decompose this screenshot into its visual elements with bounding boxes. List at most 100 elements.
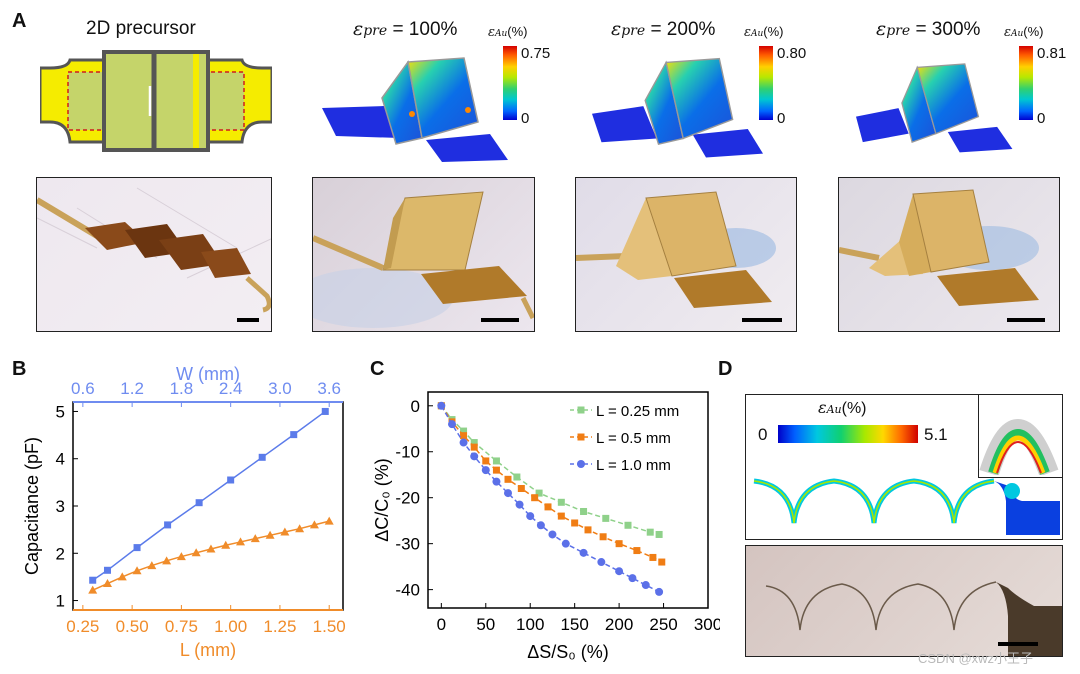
sim1-colorbar-max: 0.75 xyxy=(521,45,551,62)
series-L-point xyxy=(309,520,319,529)
series-0-point xyxy=(460,427,468,435)
sim3-colorbar xyxy=(1019,46,1033,120)
series-L-point xyxy=(147,561,157,570)
sim2-colorbar xyxy=(759,46,773,120)
sim3-colorbar-max: 0.81 xyxy=(1037,45,1067,62)
series-L-point xyxy=(162,556,172,565)
series-2-point xyxy=(504,489,512,498)
legend-label: L = 1.0 mm xyxy=(596,457,671,474)
series-2-point xyxy=(448,420,456,429)
sim1-structure xyxy=(322,57,508,162)
panel-b-letter: B xyxy=(12,358,27,380)
series-W-point xyxy=(103,566,111,574)
sim-d-frame: εAu(%) 0 5.1 xyxy=(745,394,1063,540)
series-1-point xyxy=(482,457,490,465)
series-1-point xyxy=(492,466,500,474)
photo-300 xyxy=(838,177,1060,332)
x-tick-label: 0 xyxy=(437,615,446,634)
series-1-point xyxy=(615,540,623,548)
series-W-point xyxy=(227,476,235,484)
series-0-point xyxy=(470,439,478,447)
chart-c: 0 -10 -20 -30 -40 0 50 100 150 200 250 300 ΔS/S₀ (%)… xyxy=(372,391,720,662)
series-L-point xyxy=(324,516,334,525)
x-tick-label: 0.50 xyxy=(116,617,149,636)
series-1-point xyxy=(557,512,565,520)
x-tick-label: 0.75 xyxy=(165,617,198,636)
x-tick-label: 150 xyxy=(560,615,588,634)
x2-tick-label: 3.6 xyxy=(317,379,341,398)
y-axis-label: ΔC/C₀ (%) xyxy=(372,458,392,542)
series-W-point xyxy=(133,544,141,552)
y-tick-label: 0 xyxy=(411,397,420,416)
series-1-point xyxy=(460,432,468,440)
series-0-point xyxy=(535,489,543,497)
x-tick-label: 50 xyxy=(476,615,495,634)
series-2-point xyxy=(579,548,588,557)
photo-100 xyxy=(312,177,535,332)
series-2-point xyxy=(628,574,637,583)
sim3-colorbar-min: 0 xyxy=(1037,110,1046,127)
series-0-point xyxy=(655,530,663,538)
series-W-point xyxy=(164,521,172,529)
chart-b: 1 2 3 4 5 0.25 0.50 0.75 1.00 1.25 1.50 0.6 1.2 1.8 2.… xyxy=(22,364,346,660)
sim2-colorbar-min: 0 xyxy=(777,110,786,127)
x-axis-label: ΔS/S₀ (%) xyxy=(527,642,609,662)
x2-tick-label: 2.4 xyxy=(219,379,243,398)
series-L-point xyxy=(88,585,98,594)
panel-a-letter: A xyxy=(12,10,27,32)
sim3-title: εpre = 300% xyxy=(876,18,981,40)
legend-marker xyxy=(577,460,585,468)
chart-c-frame xyxy=(427,391,709,609)
sim-d-colorbar-min: 0 xyxy=(758,425,768,444)
x-tick-label: 1.25 xyxy=(263,617,296,636)
series-1-point xyxy=(658,558,666,566)
x-tick-label: 0.25 xyxy=(66,617,99,636)
series-0-point xyxy=(624,521,632,529)
x-tick-label: 250 xyxy=(649,615,677,634)
x-tick-label: 200 xyxy=(605,615,633,634)
legend-marker xyxy=(577,433,585,441)
y-tick-label: 2 xyxy=(56,544,65,563)
legend-label: L = 0.5 mm xyxy=(596,430,671,447)
sim2-title: εpre = 200% xyxy=(611,18,716,40)
series-L-point xyxy=(102,579,112,588)
precursor-title: 2D precursor xyxy=(86,18,196,39)
sim3-colorbar-title: εAu(%) xyxy=(1004,24,1044,40)
series-0-point xyxy=(646,528,654,536)
chart-b-frame xyxy=(72,401,344,611)
scale-bar xyxy=(481,318,519,322)
series-L-point xyxy=(132,566,142,575)
x-tick-label: 1.50 xyxy=(313,617,346,636)
y-tick-label: 3 xyxy=(56,497,65,516)
series-2-point xyxy=(481,466,490,475)
sim1-colorbar xyxy=(503,46,517,120)
sim-d-colorbar-max: 5.1 xyxy=(924,425,948,444)
series-1-point xyxy=(649,553,657,561)
series-2-point xyxy=(655,587,664,596)
series-1-point xyxy=(517,485,525,493)
series-1-point xyxy=(544,503,552,511)
x-axis-label: L (mm) xyxy=(180,640,236,660)
series-2-point xyxy=(526,512,535,521)
series-2-point xyxy=(515,500,524,509)
y-tick-label: -10 xyxy=(395,443,420,462)
series-1-point xyxy=(571,519,579,527)
photo-d xyxy=(745,545,1063,657)
series-W-point xyxy=(195,499,203,507)
scale-bar xyxy=(237,318,259,322)
scale-bar xyxy=(742,318,782,322)
series-1-point xyxy=(584,526,592,534)
series-0-point xyxy=(513,473,521,481)
series-2-point xyxy=(437,401,446,410)
series-0-point xyxy=(492,457,500,465)
sim1-colorbar-min: 0 xyxy=(521,110,530,127)
precursor-schematic xyxy=(40,50,272,152)
x2-tick-label: 0.6 xyxy=(71,379,95,398)
sim-d-inset xyxy=(978,394,1063,478)
series-2-point xyxy=(470,452,479,461)
y-tick-label: -30 xyxy=(395,535,420,554)
sim3-structure xyxy=(856,63,1013,153)
sim2-colorbar-max: 0.80 xyxy=(777,45,807,62)
series-L-point xyxy=(117,572,127,581)
series-L-point xyxy=(280,527,290,536)
